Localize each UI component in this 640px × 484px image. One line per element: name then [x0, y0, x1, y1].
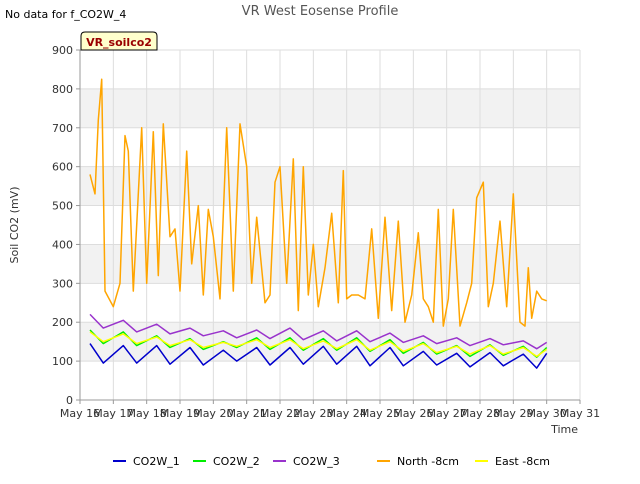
x-tick-label: May 22: [260, 407, 300, 420]
chart-title: VR West Eosense Profile: [242, 4, 399, 19]
x-tick-label: May 28: [460, 407, 500, 420]
legend: CO2W_1 CO2W_2 CO2W_3 North -8cm East -8cm: [113, 455, 550, 468]
x-tick-label: May 19: [160, 407, 200, 420]
series-line-co2w-1: [89, 343, 548, 369]
x-tick-label: May 24: [327, 407, 367, 420]
x-tick-label: May 25: [360, 407, 400, 420]
site-badge: VR_soilco2: [80, 31, 158, 51]
x-tick-label: May 30: [527, 407, 567, 420]
y-tick-label: 100: [52, 355, 73, 368]
x-tick-label: May 16: [60, 407, 100, 420]
y-tick-label: 900: [52, 44, 73, 57]
y-tick-label: 200: [52, 316, 73, 329]
y-tick-label: 800: [52, 83, 73, 96]
site-badge-label: VR_soilco2: [86, 36, 152, 49]
x-tick-label: May 27: [427, 407, 467, 420]
x-tick-label: May 23: [293, 407, 333, 420]
plot-band: [80, 88, 580, 128]
y-tick-label: 700: [52, 122, 73, 135]
x-axis-label: Time: [550, 423, 578, 436]
legend-label: CO2W_3: [293, 455, 340, 468]
x-tick-label: May 17: [93, 407, 133, 420]
y-tick-label: 500: [52, 200, 73, 213]
x-tick-label: May 18: [127, 407, 167, 420]
series-line-east-8cm: [89, 331, 548, 358]
series-line-co2w-3: [89, 313, 548, 350]
series-line-north-8cm: [89, 78, 547, 327]
x-tick-label: May 26: [393, 407, 433, 420]
corner-note: No data for f_CO2W_4: [5, 8, 126, 21]
legend-label: CO2W_1: [133, 455, 180, 468]
legend-label: East -8cm: [495, 455, 550, 468]
y-tick-label: 300: [52, 277, 73, 290]
y-tick-label: 600: [52, 161, 73, 174]
y-axis-label: Soil CO2 (mV): [8, 187, 21, 264]
x-tick-label: May 29: [493, 407, 533, 420]
legend-label: CO2W_2: [213, 455, 260, 468]
y-tick-label: 400: [52, 238, 73, 251]
x-tick-label: May 21: [227, 407, 267, 420]
plot-band: [80, 166, 580, 206]
x-tick-label: May 31: [560, 407, 600, 420]
y-tick-label: 0: [66, 394, 73, 407]
x-tick-label: May 20: [193, 407, 233, 420]
legend-label: North -8cm: [397, 455, 459, 468]
